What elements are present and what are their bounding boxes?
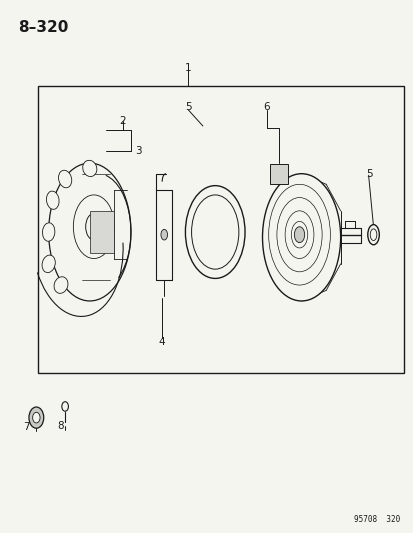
Ellipse shape xyxy=(46,191,59,209)
Ellipse shape xyxy=(83,160,97,176)
Ellipse shape xyxy=(367,224,378,245)
Ellipse shape xyxy=(54,277,68,293)
Text: 1: 1 xyxy=(185,63,191,72)
Text: 3: 3 xyxy=(135,146,141,156)
Text: 7: 7 xyxy=(23,422,29,432)
Text: 6: 6 xyxy=(263,102,269,112)
Text: 5: 5 xyxy=(365,169,372,179)
Ellipse shape xyxy=(191,195,238,269)
Ellipse shape xyxy=(33,413,40,423)
Bar xyxy=(90,211,114,253)
Ellipse shape xyxy=(262,174,340,301)
Ellipse shape xyxy=(185,185,244,278)
Ellipse shape xyxy=(29,407,44,428)
Ellipse shape xyxy=(43,223,55,241)
Text: 95708  320: 95708 320 xyxy=(353,515,399,523)
Ellipse shape xyxy=(58,170,71,188)
Bar xyxy=(269,164,287,184)
Ellipse shape xyxy=(369,229,376,240)
Text: 8–320: 8–320 xyxy=(18,20,68,35)
Ellipse shape xyxy=(294,227,304,243)
Text: 4: 4 xyxy=(158,337,165,347)
Ellipse shape xyxy=(161,229,167,240)
Ellipse shape xyxy=(42,255,55,272)
Text: 5: 5 xyxy=(185,102,191,112)
Text: 8: 8 xyxy=(57,421,64,431)
Text: 2: 2 xyxy=(119,116,126,126)
Bar xyxy=(38,86,404,373)
